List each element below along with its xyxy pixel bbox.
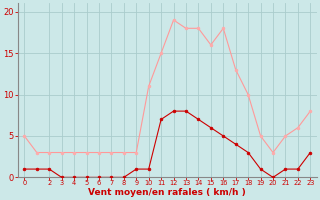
- X-axis label: Vent moyen/en rafales ( km/h ): Vent moyen/en rafales ( km/h ): [88, 188, 246, 197]
